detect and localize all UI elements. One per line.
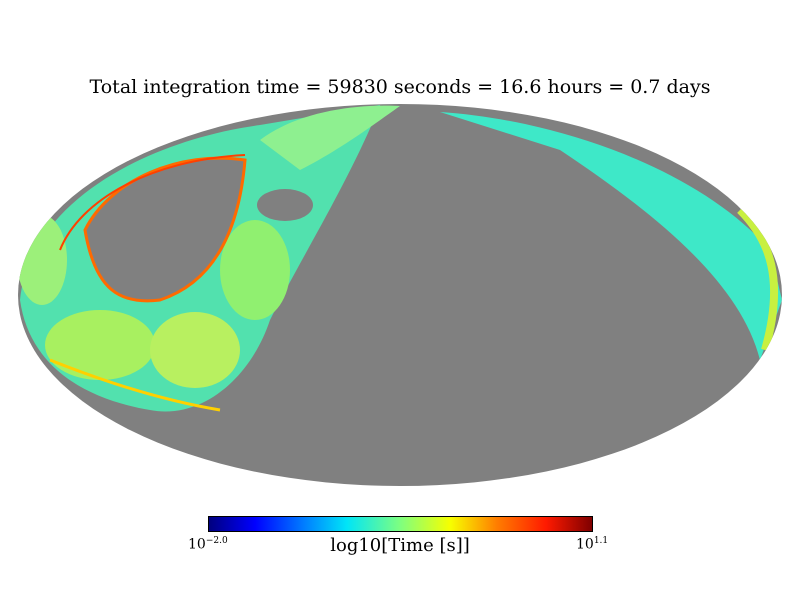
coverage-patch xyxy=(18,215,67,305)
high-exposure-ridge xyxy=(49,358,221,412)
coverage-edge-east xyxy=(737,207,779,352)
coverage-patch xyxy=(150,312,240,388)
colorbar xyxy=(208,516,593,532)
coverage-band-north xyxy=(260,105,400,170)
coverage-regions xyxy=(18,105,782,412)
colorbar-max-label: 101.1 xyxy=(576,536,609,553)
colorbar-min-label: 10−2.0 xyxy=(188,536,228,553)
high-exposure-ridge xyxy=(59,154,246,251)
coverage-patch xyxy=(45,310,155,380)
coverage-band-east xyxy=(440,112,782,360)
uncovered-region xyxy=(257,189,313,221)
colorbar-label: log10[Time [s]] xyxy=(330,535,470,556)
coverage-patch xyxy=(220,220,290,320)
chart-title: Total integration time = 59830 seconds =… xyxy=(89,76,711,98)
